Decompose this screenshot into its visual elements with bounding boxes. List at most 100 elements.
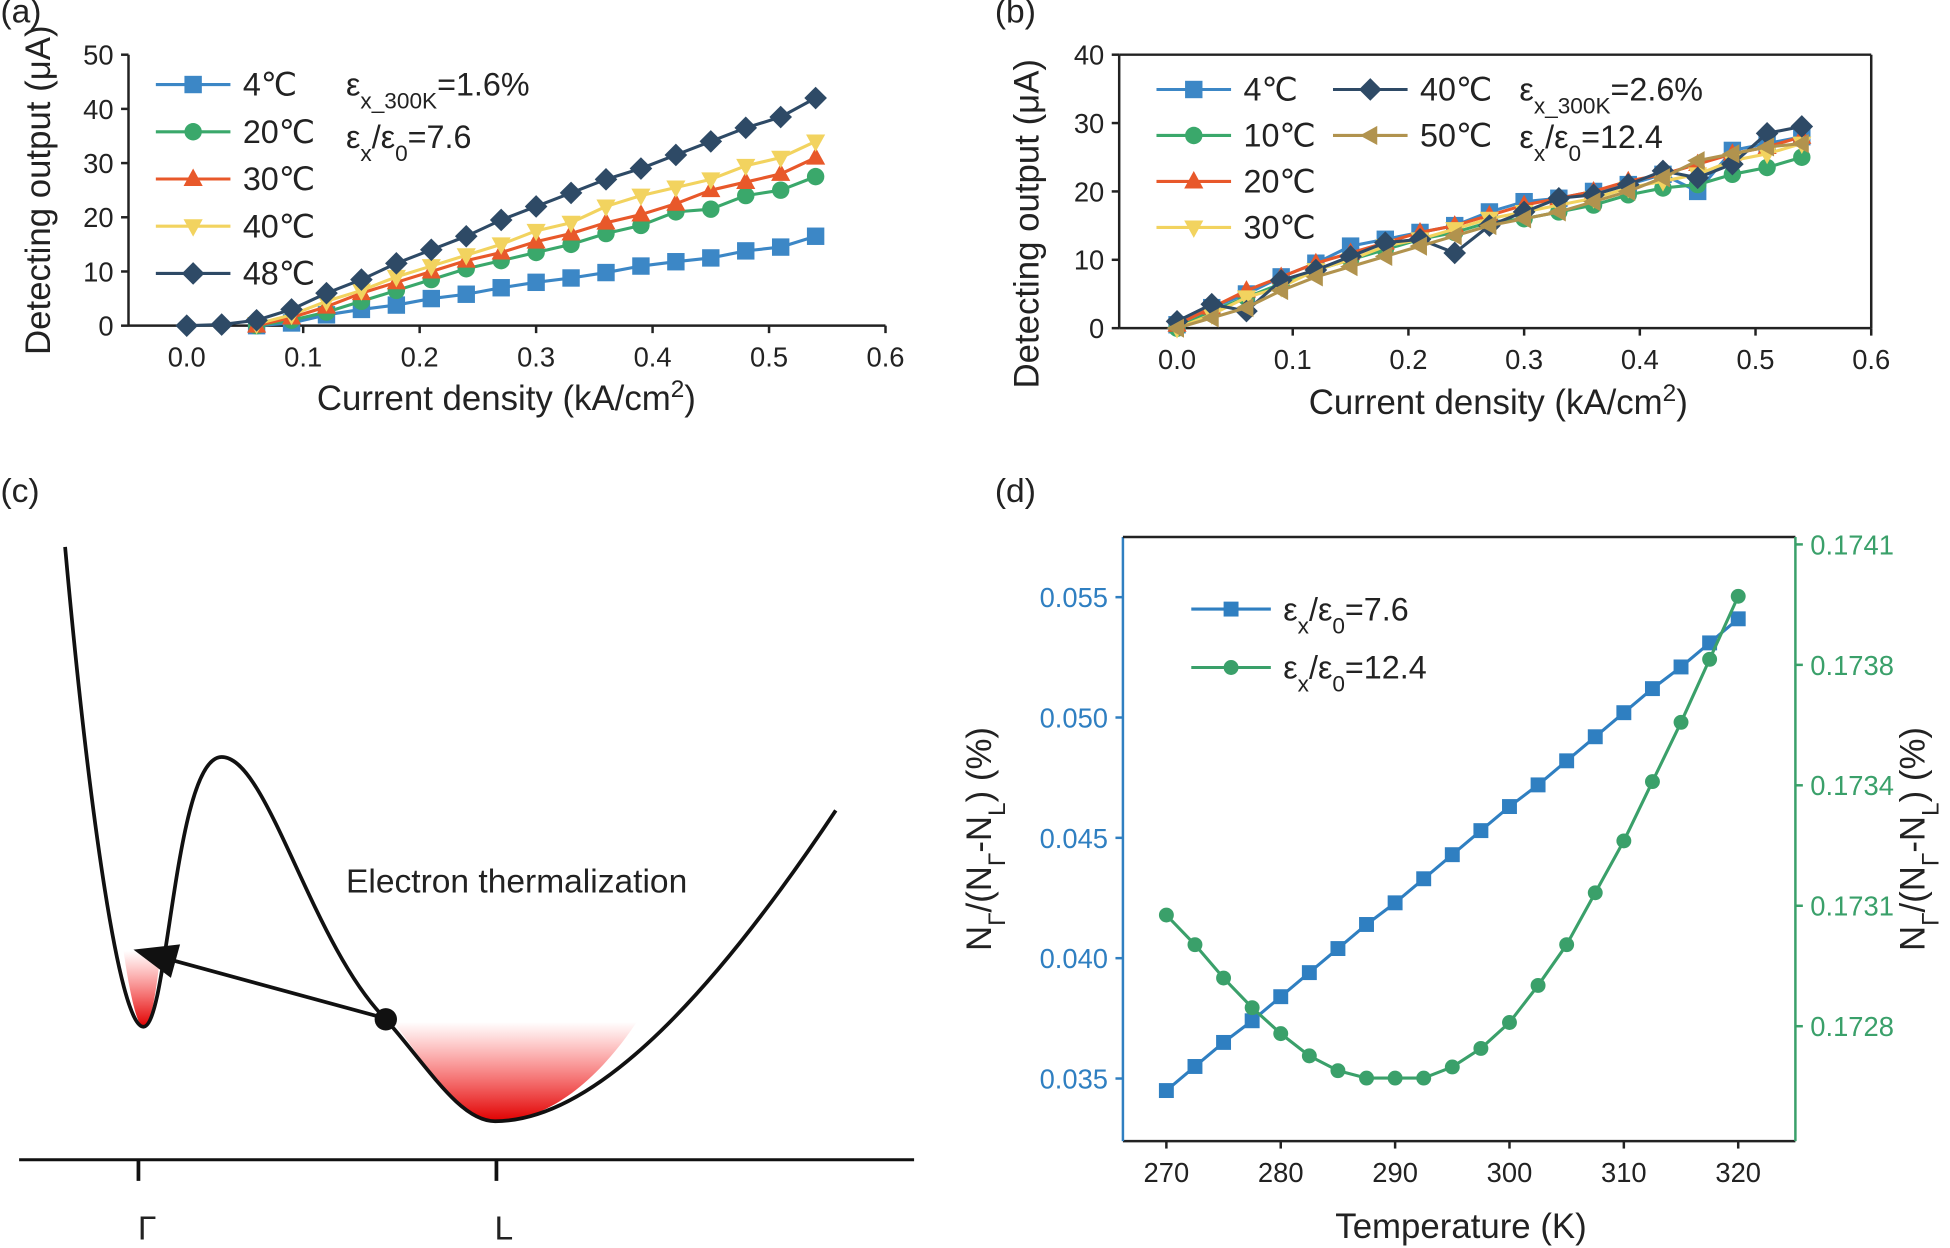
marker xyxy=(1359,1070,1374,1086)
text-part: ε xyxy=(1519,72,1533,108)
text-part: /(N xyxy=(1894,866,1933,912)
x-tick-label: 0.4 xyxy=(634,342,672,373)
marker xyxy=(1758,158,1776,177)
text-part: 0 xyxy=(1332,613,1345,638)
marker xyxy=(181,262,205,285)
marker xyxy=(1687,151,1705,171)
text-part: -N xyxy=(960,816,999,853)
marker xyxy=(1443,241,1467,265)
marker xyxy=(1644,681,1660,697)
marker xyxy=(1301,1048,1317,1064)
x-tick-label: 0.4 xyxy=(1621,344,1659,375)
marker xyxy=(594,168,618,191)
legend-label: εx/ε0=7.6 xyxy=(1283,591,1408,638)
marker xyxy=(632,257,650,275)
y-tick-label: 40 xyxy=(83,94,113,125)
marker xyxy=(1444,1059,1460,1075)
marker xyxy=(1273,1026,1289,1042)
x-tick-label: 270 xyxy=(1144,1157,1190,1188)
marker xyxy=(1244,1013,1260,1029)
y-tick-label: 0.045 xyxy=(1040,823,1108,854)
marker xyxy=(562,269,580,287)
marker xyxy=(1273,989,1289,1005)
text-part: 0 xyxy=(395,140,408,165)
marker xyxy=(631,188,651,207)
text-part: N xyxy=(1894,926,1933,951)
marker xyxy=(1617,181,1636,201)
annotation: εx_300K=1.6% xyxy=(346,67,530,113)
y2-tick-label: 0.1741 xyxy=(1810,529,1894,560)
marker xyxy=(1216,970,1232,986)
marker xyxy=(734,116,758,140)
legend-label: 20℃ xyxy=(1243,164,1315,200)
marker xyxy=(1721,144,1740,164)
x-axis-label: Current density (kA/cm2) xyxy=(317,376,696,419)
marker xyxy=(1236,290,1257,308)
y-axis-label: Detecting output (μA) xyxy=(19,25,58,355)
text-part: x xyxy=(1298,613,1310,638)
text-part: Γ xyxy=(1917,853,1944,866)
x-tick-label: 0.2 xyxy=(1389,344,1427,375)
marker xyxy=(1587,729,1603,745)
marker xyxy=(454,224,478,248)
marker xyxy=(1374,246,1393,266)
text-part: ) xyxy=(684,379,696,418)
text-part: ) xyxy=(1676,383,1688,422)
y-tick-label: 30 xyxy=(83,148,113,179)
x-tick-label: 0.0 xyxy=(1158,344,1196,375)
marker xyxy=(1686,166,1709,190)
marker xyxy=(385,252,408,275)
y-tick-label: 0.055 xyxy=(1040,582,1108,613)
marker xyxy=(457,285,475,303)
text-part: =7.6 xyxy=(1345,591,1409,627)
x-tick-label: 0.5 xyxy=(1737,344,1775,375)
x-tick-label: 0.5 xyxy=(750,342,788,373)
legend-label: 40℃ xyxy=(1420,72,1492,108)
marker xyxy=(1359,917,1374,932)
marker xyxy=(1184,220,1204,238)
y-tick-label: 0 xyxy=(98,311,113,342)
text-part: ε xyxy=(1519,119,1533,155)
y-tick-label: 0.040 xyxy=(1040,943,1108,974)
text-part: Current density (kA/cm xyxy=(317,379,671,418)
x-tick-label: 0.0 xyxy=(168,342,206,373)
y-tick-label: 10 xyxy=(1074,245,1104,276)
y2-axis-label: NΓ/(NΓ-NL) (%) xyxy=(1894,727,1945,951)
y2-tick-label: 0.1734 xyxy=(1810,770,1894,801)
marker xyxy=(561,215,581,234)
y-tick-label: 40 xyxy=(1074,40,1104,71)
text-part: x xyxy=(1298,671,1310,696)
marker xyxy=(350,268,373,291)
panel-label: (b) xyxy=(995,0,1036,30)
marker xyxy=(1702,635,1718,651)
marker xyxy=(1409,236,1427,256)
marker xyxy=(1652,168,1670,188)
text-part: =12.4 xyxy=(1345,650,1427,686)
x-tick-label: 0.3 xyxy=(1505,344,1543,375)
marker xyxy=(1756,137,1775,157)
marker xyxy=(184,75,202,94)
x-tick-label: 0.6 xyxy=(1852,344,1890,375)
text-part: x_300K xyxy=(1534,93,1611,118)
marker xyxy=(597,263,615,282)
marker xyxy=(666,193,686,211)
marker xyxy=(1587,885,1603,901)
marker xyxy=(736,171,756,190)
marker xyxy=(315,281,338,305)
marker xyxy=(210,313,233,336)
text-part: ε xyxy=(346,67,360,103)
marker xyxy=(1502,1015,1517,1030)
marker xyxy=(489,208,513,232)
marker xyxy=(491,237,511,255)
marker xyxy=(596,199,616,217)
legend-label: 40℃ xyxy=(243,208,315,244)
marker xyxy=(804,86,827,110)
marker xyxy=(419,238,443,262)
marker xyxy=(492,279,510,297)
text-part: Γ xyxy=(984,912,1011,925)
marker xyxy=(1616,833,1632,849)
panel-c: (c) Electron thermalization Γ L xyxy=(0,473,915,1247)
x-tick-label: 300 xyxy=(1487,1157,1533,1188)
legend-label: 48℃ xyxy=(243,256,315,292)
marker xyxy=(1201,308,1219,328)
